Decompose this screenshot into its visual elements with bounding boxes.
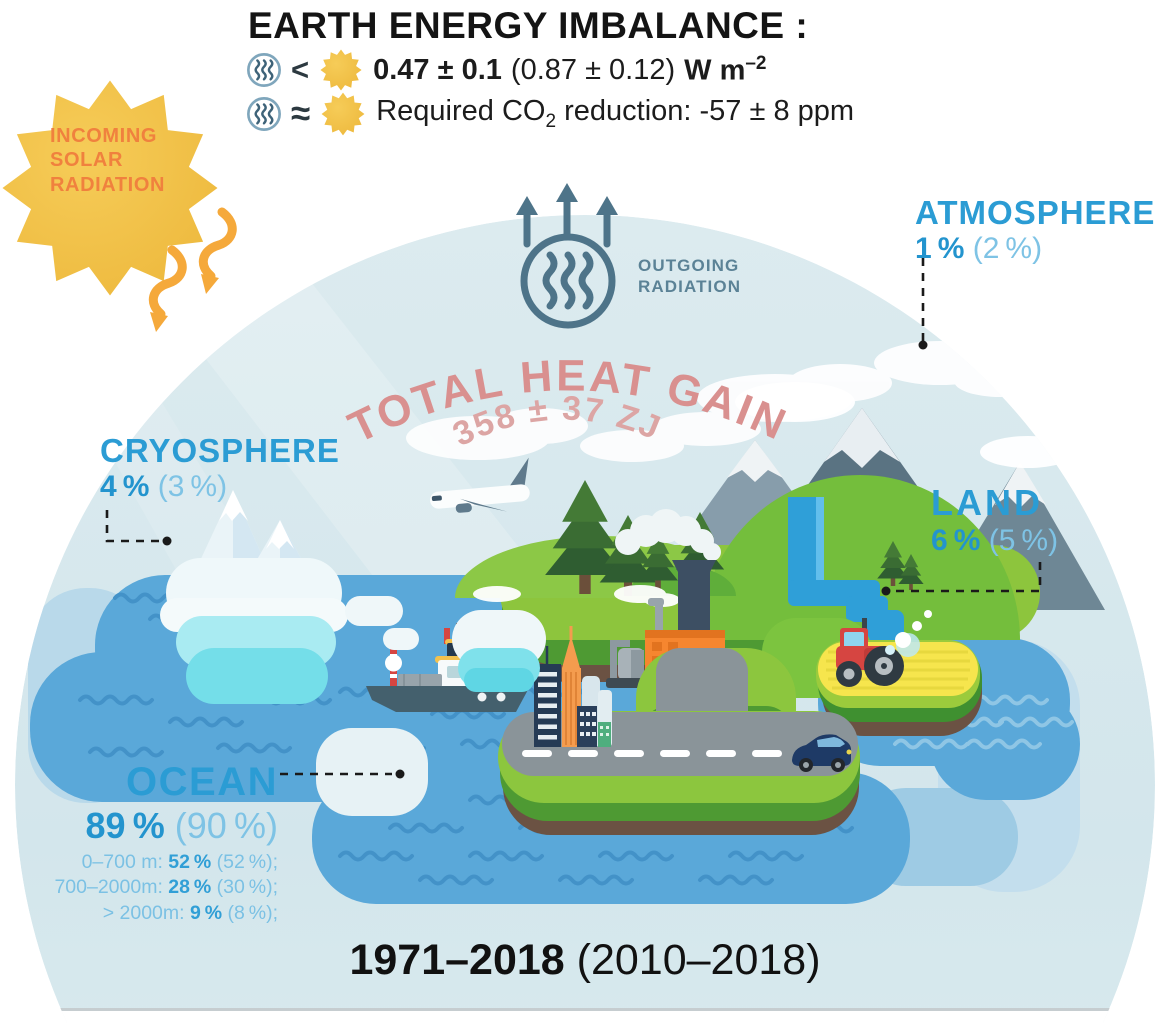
- ocean-depth-row: 700–2000m: 28 % (30 %);: [54, 876, 278, 899]
- waterfall-river: [788, 497, 904, 658]
- less-than-symbol: <: [291, 52, 310, 87]
- sector-connectors: [105, 258, 1042, 776]
- cryosphere-connector: [105, 510, 160, 543]
- low-clouds: [473, 585, 680, 607]
- farm-field: [816, 610, 982, 736]
- land-connector: [894, 562, 1042, 593]
- ocean-percentages: 89 % (90 %): [85, 805, 278, 846]
- sun-icon-small: [321, 92, 365, 136]
- land-label: LAND 6 % (5 %): [931, 482, 1058, 558]
- atmosphere-label: ATMOSPHERE 1 % (2 %): [915, 194, 1155, 266]
- eei-range: (0.87 ± 0.12): [510, 53, 676, 86]
- up-arrows-icon: [516, 183, 618, 248]
- connector-dots: [162, 340, 928, 779]
- factory-smoke: [615, 509, 721, 561]
- radiation-icon: [247, 97, 281, 131]
- bottom-divider: [15, 1008, 1155, 1011]
- eei-value: 0.47 ± 0.1: [373, 53, 502, 86]
- ocean-depth-row: 0–700 m: 52 % (52 %);: [81, 851, 278, 873]
- car: [792, 734, 852, 772]
- city-island: [498, 626, 860, 835]
- sun-icon-small: [320, 49, 362, 91]
- cryosphere-percentages: 4 % (3 %): [100, 470, 228, 503]
- time-period-label: 1971–2018 (2010–2018): [349, 936, 821, 984]
- atmosphere-title: ATMOSPHERE: [915, 194, 1156, 231]
- ocean-title: OCEAN: [126, 760, 278, 804]
- co2-reduction-text: Required CO2 reduction: -57 ± 8 ppm: [376, 95, 855, 132]
- eei-unit: W m–2: [684, 52, 767, 87]
- approx-symbol: ≈: [291, 94, 311, 133]
- outgoing-radiation-icon: [516, 183, 618, 329]
- land-percentages: 6 % (5 %): [931, 524, 1059, 557]
- atmosphere-percentages: 1 % (2 %): [915, 232, 1043, 265]
- city-buildings: [534, 626, 612, 747]
- cryosphere-title: CRYOSPHERE: [100, 432, 340, 469]
- outgoing-radiation-label: OUTGOING RADIATION: [638, 256, 742, 297]
- pale-water-patch: [316, 728, 428, 816]
- airplane-icon: [430, 457, 530, 513]
- factory-chimney: [672, 560, 716, 636]
- tractor: [836, 618, 904, 687]
- radiation-icon: [247, 53, 281, 87]
- waterfall-splash: [885, 610, 932, 657]
- eei-flux-line: < 0.47 ± 0.1 (0.87 ± 0.12) W m–2: [246, 47, 767, 93]
- incoming-solar-radiation-label: INCOMING SOLAR RADIATION: [50, 125, 166, 196]
- solar-squiggle-arrows: [148, 207, 237, 332]
- iceberg: [160, 490, 546, 704]
- page-title: EARTH ENERGY IMBALANCE :: [248, 5, 809, 46]
- co2-reduction-line: ≈ Required CO2 reduction: -57 ± 8 ppm: [246, 90, 854, 138]
- cryosphere-label: CRYOSPHERE 4 % (3 %): [100, 432, 340, 504]
- ocean-label: OCEAN 89 % (90 %) 0–700 m: 52 % (52 %); …: [30, 760, 278, 926]
- ocean-depth-row: > 2000m: 9 % (8 %);: [102, 901, 278, 924]
- bottom-crop: [15, 1011, 1155, 1023]
- ocean-depth-breakdown: 0–700 m: 52 % (52 %); 700–2000m: 28 % (3…: [30, 850, 278, 926]
- land-title: LAND: [931, 482, 1043, 523]
